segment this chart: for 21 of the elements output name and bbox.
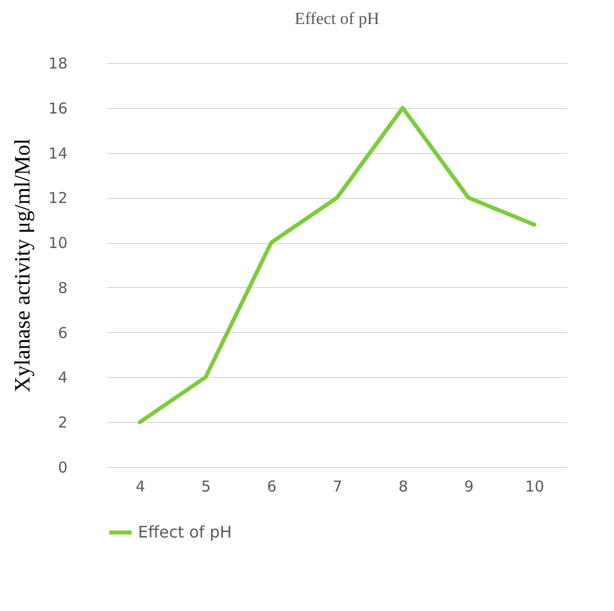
y-tick-label: 6 <box>58 324 68 342</box>
y-tick-label: 18 <box>48 54 68 72</box>
y-tick-label: 0 <box>58 458 68 476</box>
y-axis-title: Xylanase activity μg/ml/Mol <box>9 138 34 392</box>
legend-label: Effect of pH <box>138 522 232 542</box>
y-tick-label: 4 <box>58 368 68 387</box>
y-tick-label: 12 <box>48 189 68 208</box>
y-tick-label: 16 <box>48 99 68 118</box>
y-tick-label: 14 <box>48 144 68 162</box>
x-tick-label: 4 <box>136 478 146 496</box>
x-tick-label: 5 <box>201 478 211 496</box>
line-series <box>138 106 536 424</box>
x-tick-label: 10 <box>525 478 544 496</box>
y-tick-label: 8 <box>58 278 68 297</box>
chart-title: Effect of pH <box>294 9 380 28</box>
y-tick-label: 2 <box>58 414 68 432</box>
x-tick-label: 6 <box>267 478 277 496</box>
x-tick-label: 7 <box>332 478 342 496</box>
y-tick-label: 10 <box>48 234 68 252</box>
x-tick-label: 8 <box>398 478 408 496</box>
x-tick-label: 9 <box>464 478 474 496</box>
